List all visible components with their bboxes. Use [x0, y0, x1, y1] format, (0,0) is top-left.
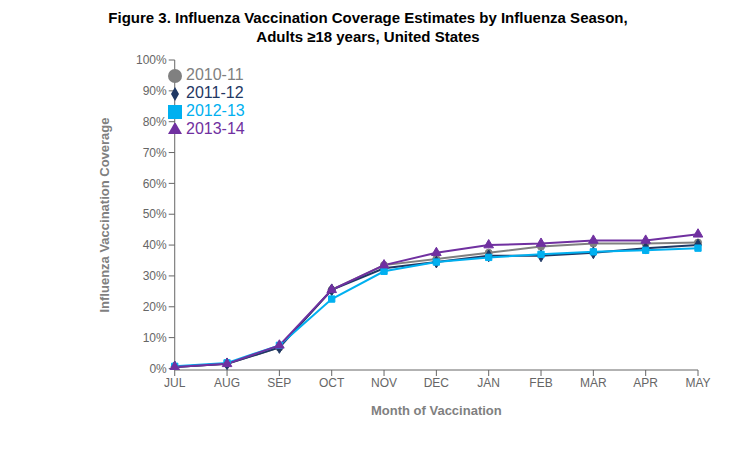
html-text:2012-13: 2012-13: [186, 102, 245, 119]
svg-text:70%: 70%: [143, 146, 167, 160]
svg-text:100%: 100%: [136, 53, 167, 67]
html-text:2013-14: 2013-14: [186, 120, 245, 137]
svg-text:DEC: DEC: [424, 376, 450, 390]
svg-text:90%: 90%: [143, 84, 167, 98]
svg-text:JAN: JAN: [477, 376, 500, 390]
svg-text:NOV: NOV: [371, 376, 397, 390]
svg-text:OCT: OCT: [319, 376, 345, 390]
svg-text:30%: 30%: [143, 269, 167, 283]
svg-text:JUL: JUL: [164, 376, 186, 390]
html-text:Adults ≥18 years, United State: Adults ≥18 years, United States: [256, 28, 480, 45]
svg-text:MAR: MAR: [580, 376, 607, 390]
svg-text:AUG: AUG: [214, 376, 240, 390]
svg-text:40%: 40%: [143, 238, 167, 252]
svg-text:Month of Vaccination: Month of Vaccination: [371, 403, 502, 418]
svg-text:50%: 50%: [143, 207, 167, 221]
svg-text:APR: APR: [633, 376, 658, 390]
svg-text:Influenza Vaccination Coverage: Influenza Vaccination Coverage: [97, 117, 112, 312]
svg-text:MAY: MAY: [685, 376, 710, 390]
svg-text:10%: 10%: [143, 331, 167, 345]
svg-text:20%: 20%: [143, 300, 167, 314]
svg-text:60%: 60%: [143, 177, 167, 191]
svg-text:0%: 0%: [149, 362, 167, 376]
html-text:2011-12: 2011-12: [186, 84, 244, 101]
svg-text:80%: 80%: [143, 115, 167, 129]
html-text:Figure 3. Influenza Vaccinatio: Figure 3. Influenza Vaccination Coverage…: [108, 9, 628, 26]
svg-text:FEB: FEB: [529, 376, 552, 390]
svg-text:SEP: SEP: [267, 376, 291, 390]
html-text:2010-11: 2010-11: [186, 66, 244, 83]
